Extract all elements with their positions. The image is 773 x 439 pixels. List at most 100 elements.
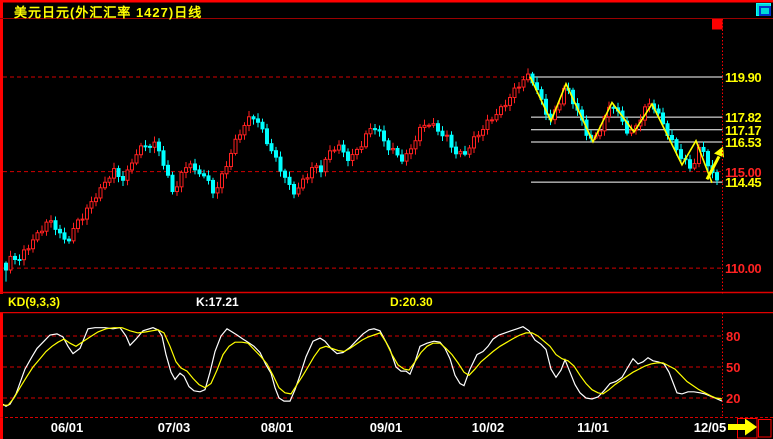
date-tick-label: 07/03 <box>157 420 191 435</box>
price-label: 117.82 <box>725 110 762 126</box>
candle-down <box>670 135 674 141</box>
candle-down <box>373 128 377 131</box>
candle-up <box>238 134 242 140</box>
candle-up <box>526 73 530 81</box>
date-tick-label: 12/05 <box>693 420 727 435</box>
price-label: 114.45 <box>725 175 762 191</box>
candle-down <box>341 144 346 153</box>
candle-up <box>337 144 341 151</box>
candle-up <box>31 239 35 250</box>
candle-up <box>445 134 449 137</box>
candle-up <box>323 158 328 173</box>
candle-up <box>481 129 485 136</box>
candle-up <box>134 154 139 164</box>
date-tick-label: 08/01 <box>260 420 294 435</box>
restore-window-glyph <box>759 6 771 16</box>
candle-down <box>58 228 62 234</box>
candle-down <box>701 146 706 152</box>
candle-up <box>296 187 301 195</box>
candle-down <box>400 154 404 162</box>
candle-up <box>521 79 526 88</box>
candle-down <box>265 128 269 145</box>
candle-up <box>328 150 332 160</box>
top-border <box>0 0 773 3</box>
candle-down <box>269 143 274 152</box>
candle-up <box>422 124 427 128</box>
candle-up <box>364 133 368 148</box>
kd-d-line <box>3 327 723 406</box>
price-label: 117.17 <box>725 122 762 138</box>
restore-window-icon[interactable] <box>756 3 771 16</box>
candle-down <box>116 168 121 178</box>
candle-up <box>472 136 476 149</box>
candle-down <box>121 176 125 181</box>
candle-up <box>391 148 395 151</box>
candle-down <box>706 150 710 167</box>
candle-down <box>287 176 292 185</box>
candle-down <box>251 116 256 120</box>
candle-up <box>598 130 602 137</box>
candle-down <box>260 121 265 130</box>
candle-up <box>215 187 220 194</box>
candle-down <box>674 139 679 151</box>
candle-down <box>62 232 67 240</box>
candle-up <box>427 124 431 127</box>
candle-up <box>233 138 238 154</box>
candle-down <box>661 112 665 125</box>
price-label: 115.00 <box>725 164 762 180</box>
candle-down <box>206 175 211 181</box>
candle-up <box>413 140 418 150</box>
candle-down <box>157 141 161 152</box>
candle-up <box>8 255 13 271</box>
candle-down <box>211 179 215 194</box>
candle-up <box>76 219 80 229</box>
kd-scale-label: 20 <box>726 391 741 406</box>
candle-down <box>679 149 683 159</box>
candle-down <box>382 130 386 142</box>
candle-down <box>292 183 296 195</box>
candle-up <box>485 119 490 131</box>
candle-down <box>148 145 152 148</box>
candle-down <box>53 220 58 230</box>
date-tick-label: 06/01 <box>50 420 84 435</box>
price-label: 116.53 <box>725 135 762 151</box>
candle-up <box>503 104 508 108</box>
candle-up <box>112 168 116 179</box>
candle-down <box>256 118 260 123</box>
candle-up <box>130 162 134 171</box>
candle-up <box>125 169 130 181</box>
candle-down <box>17 258 22 261</box>
price-label: 110.00 <box>725 261 762 277</box>
candle-up <box>359 146 364 150</box>
buy-arrow-head <box>714 146 724 158</box>
candle-up <box>314 165 319 169</box>
candle-down <box>463 151 467 155</box>
candle-up <box>179 171 184 188</box>
candle-down <box>143 145 148 148</box>
page-title: 美元日元(外汇汇率 1427)日线 <box>14 5 203 20</box>
candle-down <box>386 140 391 151</box>
candle-up <box>229 152 233 168</box>
price-label: 119.90 <box>725 70 762 85</box>
corner-marker <box>712 19 723 30</box>
candle-down <box>688 159 692 169</box>
indicator-header: KD(9,3,3) K:17.21 D:20.30 <box>0 294 773 312</box>
scroll-box[interactable] <box>758 419 772 438</box>
indicator-d-value: D:20.30 <box>390 295 433 309</box>
kd-scale-label: 50 <box>726 360 741 375</box>
candle-up <box>94 197 98 203</box>
scroll-right-arrow[interactable] <box>728 418 757 436</box>
candle-down <box>625 120 629 134</box>
candle-down <box>454 146 458 155</box>
date-tick-label: 09/01 <box>369 420 403 435</box>
candle-down <box>197 169 202 175</box>
candle-up <box>139 145 143 156</box>
candle-up <box>242 124 247 136</box>
candle-up <box>35 232 40 241</box>
candle-down <box>67 238 71 242</box>
candle-down <box>656 108 661 114</box>
candle-up <box>355 148 359 156</box>
candle-down <box>377 129 382 132</box>
candle-down <box>319 165 323 173</box>
